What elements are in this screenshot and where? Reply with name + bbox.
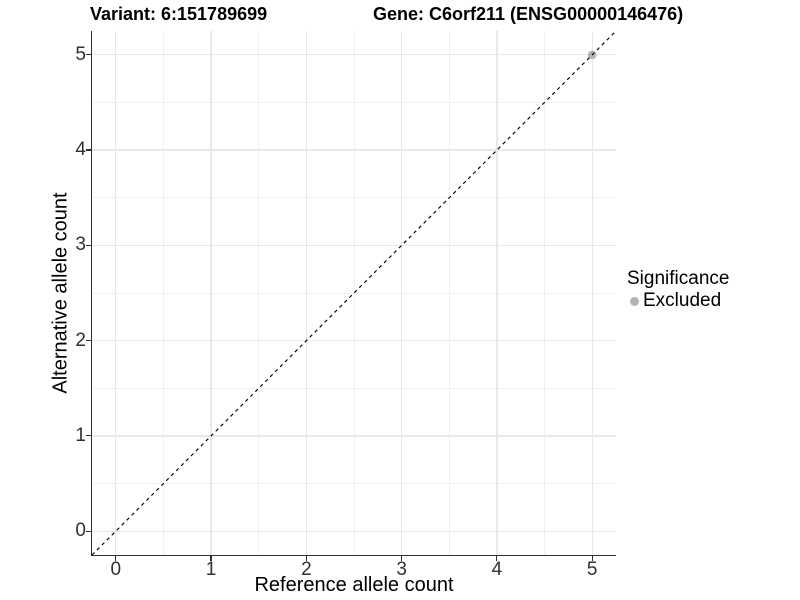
plot-panel (91, 30, 617, 556)
x-axis-line (90, 555, 616, 557)
gridline-major-vertical (591, 31, 593, 555)
gridline-major-vertical (305, 31, 307, 555)
x-axis-tick (591, 556, 593, 562)
gridline-major-horizontal (92, 244, 616, 246)
gridline-major-vertical (496, 31, 498, 555)
legend: Significance Excluded (625, 268, 795, 311)
gridline-major-horizontal (92, 54, 616, 56)
x-axis-tick (305, 556, 307, 562)
y-axis-tick (85, 54, 91, 56)
y-tick-label: 0 (75, 520, 86, 542)
gridline-major-vertical (210, 31, 212, 555)
x-tick-label: 5 (586, 559, 598, 580)
identity-dashed-line (91, 30, 617, 556)
x-tick-label: 0 (110, 559, 122, 580)
gridline-minor-horizontal (92, 483, 616, 485)
y-axis-title: Alternative allele count (49, 192, 72, 394)
gridline-major-horizontal (92, 339, 616, 342)
data-layer (91, 30, 617, 556)
x-tick-label: 2 (301, 559, 312, 580)
y-axis-tick (85, 149, 91, 151)
gridline-minor-horizontal (92, 101, 616, 103)
y-axis-tick (85, 340, 91, 342)
gridline-major-horizontal (92, 435, 616, 437)
plot-title-variant: Variant: 6:151789699 (90, 4, 268, 24)
y-axis-tick (85, 530, 91, 532)
legend-key (625, 292, 643, 310)
x-tick-label: 4 (491, 559, 503, 580)
y-tick-label: 5 (75, 43, 86, 65)
x-axis-tick (401, 556, 403, 562)
gridline-major-horizontal (92, 530, 616, 532)
gridline-minor-horizontal (92, 387, 616, 389)
x-axis-tick (210, 556, 212, 562)
y-tick-label: 4 (75, 139, 86, 161)
gridline-minor-horizontal (92, 292, 616, 294)
gridline-minor-horizontal (92, 197, 616, 199)
x-tick-label: 1 (205, 559, 217, 580)
legend-title: Significance (627, 268, 730, 289)
y-axis-tick (85, 244, 91, 246)
y-tick-label: 1 (75, 424, 86, 446)
x-tick-label: 3 (396, 559, 407, 580)
excluded-point-marker-icon (629, 296, 639, 306)
y-tick-label: 2 (75, 329, 86, 351)
x-axis-title: Reference allele count (254, 574, 454, 596)
gridline-major-vertical (400, 31, 403, 555)
gridline-major-vertical (115, 31, 117, 555)
plot-title-gene: Gene: C6orf211 (ENSG00000146476) (373, 4, 684, 24)
legend-item-label: Excluded (643, 290, 722, 311)
y-axis-tick (85, 435, 91, 437)
x-axis-tick (115, 556, 117, 562)
y-axis-line (90, 31, 92, 557)
x-axis-tick (496, 556, 498, 562)
y-tick-label: 3 (75, 234, 86, 256)
gridline-major-horizontal (92, 149, 616, 151)
legend-item-excluded: Excluded (625, 291, 795, 311)
